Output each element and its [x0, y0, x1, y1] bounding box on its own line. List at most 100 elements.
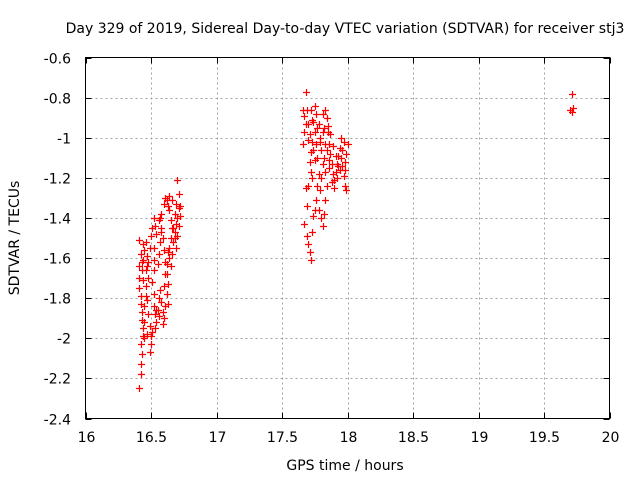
data-point [329, 179, 336, 186]
data-point [301, 113, 308, 120]
data-point [156, 217, 163, 224]
data-point [338, 135, 345, 142]
data-point [327, 151, 334, 158]
data-point [312, 103, 319, 110]
x-axis: 16 16.5 17 17.5 18 18.5 19 19.5 20 [78, 57, 619, 446]
data-points [136, 89, 577, 392]
data-point [144, 331, 151, 338]
data-point [151, 303, 158, 310]
data-point [308, 107, 315, 114]
data-point [151, 257, 158, 264]
data-point [331, 185, 338, 192]
data-point [152, 311, 159, 318]
x-tick-label: 16 [78, 430, 96, 446]
data-point [144, 263, 151, 270]
y-tick-label: -1.2 [44, 172, 71, 188]
data-point [304, 233, 311, 240]
data-point [141, 335, 148, 342]
x-tick-label: 19.5 [529, 430, 560, 446]
data-point [148, 341, 155, 348]
data-point [158, 299, 165, 306]
data-point [314, 155, 321, 162]
grid-lines [85, 57, 610, 419]
data-point [322, 169, 329, 176]
y-axis: -2.4 -2.2 -2 -1.8 -1.6 -1.4 -1.2 -1 -0.8 -0.6 [44, 52, 610, 429]
data-point [304, 203, 311, 210]
data-point [148, 233, 155, 240]
data-point [151, 267, 158, 274]
data-point [303, 121, 310, 128]
data-point [138, 341, 145, 348]
data-point [144, 297, 151, 304]
plot-frame [85, 57, 610, 419]
data-point [321, 155, 328, 162]
data-point [341, 139, 348, 146]
data-point [140, 241, 147, 248]
data-point [136, 385, 143, 392]
data-point [322, 107, 329, 114]
data-point [309, 175, 316, 182]
data-point [138, 361, 145, 368]
data-point [318, 215, 325, 222]
data-point [139, 259, 146, 266]
data-point [165, 249, 172, 256]
x-tick-label: 18 [340, 430, 358, 446]
data-point [334, 175, 341, 182]
y-tick-label: -0.6 [44, 52, 71, 68]
data-point [161, 201, 168, 208]
data-point [152, 223, 159, 230]
data-point [156, 313, 163, 320]
data-point [136, 237, 143, 244]
x-tick-label: 16.5 [136, 430, 167, 446]
data-point [309, 139, 316, 146]
data-point [136, 275, 143, 282]
data-point [166, 207, 173, 214]
data-point [140, 325, 147, 332]
data-point [151, 215, 158, 222]
data-point [161, 247, 168, 254]
data-point [151, 291, 158, 298]
data-point [152, 325, 159, 332]
data-point [140, 277, 147, 284]
data-point [143, 293, 150, 300]
y-axis-label: SDTVAR / TECUs [7, 181, 23, 296]
data-point [141, 303, 148, 310]
data-point [335, 163, 342, 170]
data-point [165, 281, 172, 288]
data-point [166, 193, 173, 200]
data-point [321, 211, 328, 218]
data-point [307, 249, 314, 256]
data-point [147, 323, 154, 330]
data-point [153, 231, 160, 238]
data-point [136, 285, 143, 292]
data-point [312, 129, 319, 136]
data-point [307, 159, 314, 166]
data-point [170, 225, 177, 232]
data-point [139, 351, 146, 358]
data-point [324, 183, 331, 190]
data-point [143, 267, 150, 274]
data-point [337, 167, 344, 174]
data-point [303, 185, 310, 192]
data-point [166, 245, 173, 252]
data-point [155, 261, 162, 268]
data-point [308, 169, 315, 176]
data-point [308, 149, 315, 156]
data-point [166, 255, 173, 262]
data-point [139, 309, 146, 316]
data-point [313, 111, 320, 118]
data-point [310, 213, 317, 220]
data-point [324, 115, 331, 122]
data-point [157, 239, 164, 246]
data-point [324, 147, 331, 154]
data-point [309, 229, 316, 236]
data-point [569, 91, 576, 98]
data-point [168, 263, 175, 270]
data-point [160, 235, 167, 242]
data-point [176, 223, 183, 230]
data-point [320, 129, 327, 136]
data-point [148, 333, 155, 340]
data-point [327, 131, 334, 138]
data-point [164, 291, 171, 298]
